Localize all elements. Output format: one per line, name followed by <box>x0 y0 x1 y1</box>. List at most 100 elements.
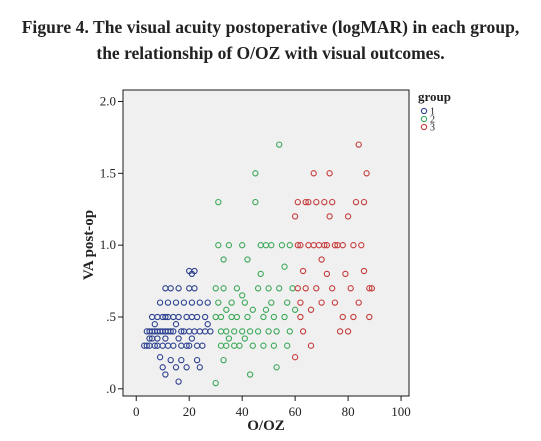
scatter-point-group-3 <box>344 213 352 220</box>
scatter-point-group-1 <box>143 342 150 349</box>
scatter-point-group-3 <box>350 242 357 249</box>
scatter-point-group-3 <box>302 198 309 206</box>
scatter-point-group-1 <box>186 342 193 349</box>
scatter-point-group-2 <box>254 328 262 335</box>
scatter-point-group-2 <box>233 313 241 321</box>
scatter-point-group-2 <box>233 285 241 292</box>
scatter-point-group-2 <box>273 328 280 335</box>
scatter-point-group-2 <box>265 285 272 292</box>
x-tick-label: 20 <box>183 404 196 419</box>
scatter-point-group-2 <box>223 306 230 313</box>
scatter-point-group-3 <box>336 328 344 335</box>
scatter-point-group-3 <box>313 285 320 292</box>
axes: 0 20 40 60 80 100 .0 .5 1.0 1.5 2.0 <box>100 93 411 419</box>
scatter-point-group-3 <box>321 198 328 206</box>
legend-title: group <box>418 89 451 104</box>
scatter-point-group-3 <box>326 170 333 177</box>
scatter-point-group-1 <box>183 364 190 371</box>
scatter-point-group-1 <box>170 342 177 349</box>
scatter-point-group-2 <box>220 256 227 263</box>
scatter-point-group-3 <box>347 285 354 292</box>
scatter-point-group-2 <box>225 335 233 342</box>
scatter-point-group-2 <box>281 263 288 270</box>
x-axis-label: O/OZ <box>247 418 285 434</box>
scatter-point-group-3 <box>291 354 299 361</box>
scatter-point-group-2 <box>223 328 230 335</box>
scatter-point-group-1 <box>162 371 169 378</box>
scatter-point-group-3 <box>297 242 304 249</box>
scatter-point-group-1 <box>154 335 161 342</box>
scatter-point-group-2 <box>246 371 254 378</box>
scatter-point-group-2 <box>276 285 283 292</box>
legend-label-group-2: 2 <box>430 115 435 126</box>
scatter-point-group-3 <box>305 198 312 206</box>
scatter-point-group-1 <box>167 285 174 292</box>
scatter-point-group-2 <box>228 299 235 306</box>
scatter-point-group-3 <box>297 299 304 306</box>
scatter-point-group-2 <box>257 270 264 278</box>
legend-marker-group-3 <box>420 123 428 131</box>
scatter-point-group-2 <box>217 313 225 321</box>
scatter-point-group-2 <box>273 364 280 371</box>
scatter-point-group-1 <box>183 342 190 349</box>
scatter-point-group-2 <box>241 299 248 306</box>
scatter-point-group-2 <box>241 335 248 342</box>
scatter-point-group-1 <box>156 299 164 306</box>
y-tick-label: 2.0 <box>100 93 116 108</box>
scatter-point-group-2 <box>284 342 291 349</box>
scatter-point-group-1 <box>193 313 201 321</box>
scatter-point-group-1 <box>164 299 172 306</box>
scatter-point-group-3 <box>310 170 317 177</box>
figure-caption: Figure 4. The visual acuity postoperativ… <box>0 14 541 66</box>
scatter-point-group-1 <box>188 335 196 342</box>
scatter-point-group-1 <box>204 321 211 328</box>
legend-marker-group-2 <box>420 115 428 123</box>
scatter-point-group-1 <box>199 342 206 349</box>
y-tick-label: .0 <box>106 381 116 396</box>
scatter-point-group-2 <box>236 342 243 349</box>
scatter-point-group-3 <box>350 313 357 321</box>
legend: group 123 <box>418 89 451 134</box>
scatter-point-group-2 <box>223 342 230 349</box>
scatter-point-group-2 <box>249 342 256 349</box>
scatter-point-group-2 <box>249 306 256 313</box>
legend-label-group-1: 1 <box>430 107 435 118</box>
scatter-point-group-2 <box>268 242 275 249</box>
scatter-point-group-3 <box>326 213 333 220</box>
scatter-point-group-3 <box>307 342 315 349</box>
scatter-point-group-3 <box>358 242 365 249</box>
scatter-point-group-3 <box>355 141 362 148</box>
scatter-point-group-2 <box>286 242 293 249</box>
scatter-point-group-2 <box>276 141 283 148</box>
scatter-point-group-3 <box>331 299 339 306</box>
scatter-point-group-2 <box>231 328 238 335</box>
scatter-point-group-3 <box>352 198 360 206</box>
scatter-point-group-1 <box>151 321 158 328</box>
legend-marker-group-1 <box>420 107 428 115</box>
scatter-point-group-1 <box>175 378 182 385</box>
scatter-point-group-2 <box>225 242 233 249</box>
x-tick-label: 80 <box>342 404 355 419</box>
scatter-point-group-1 <box>167 328 174 335</box>
scatter-point-group-1 <box>146 335 153 342</box>
scatter-point-group-1 <box>175 335 182 342</box>
x-tick-label: 0 <box>133 404 140 419</box>
y-tick-label: 1.0 <box>100 237 116 252</box>
scatter-point-group-1 <box>162 313 169 321</box>
scatter-point-group-3 <box>360 267 368 275</box>
scatter-point-group-2 <box>244 256 251 263</box>
scatter-point-group-3 <box>331 242 339 249</box>
scatter-point-group-1 <box>172 299 180 306</box>
scatter-point-group-3 <box>342 270 349 278</box>
scatter-point-group-2 <box>215 198 222 206</box>
scatter-point-group-1 <box>193 356 201 364</box>
scatter-point-group-1 <box>201 313 209 321</box>
scatter-point-group-3 <box>318 256 325 263</box>
scatter-point-group-3 <box>291 213 299 220</box>
scatter-point-group-3 <box>360 198 368 206</box>
scatter-point-group-2 <box>252 198 259 206</box>
scatter-point-group-2 <box>246 328 254 335</box>
scatter-point-group-2 <box>270 313 278 321</box>
scatter-point-group-2 <box>260 342 267 349</box>
scatter-point-group-3 <box>323 270 331 278</box>
